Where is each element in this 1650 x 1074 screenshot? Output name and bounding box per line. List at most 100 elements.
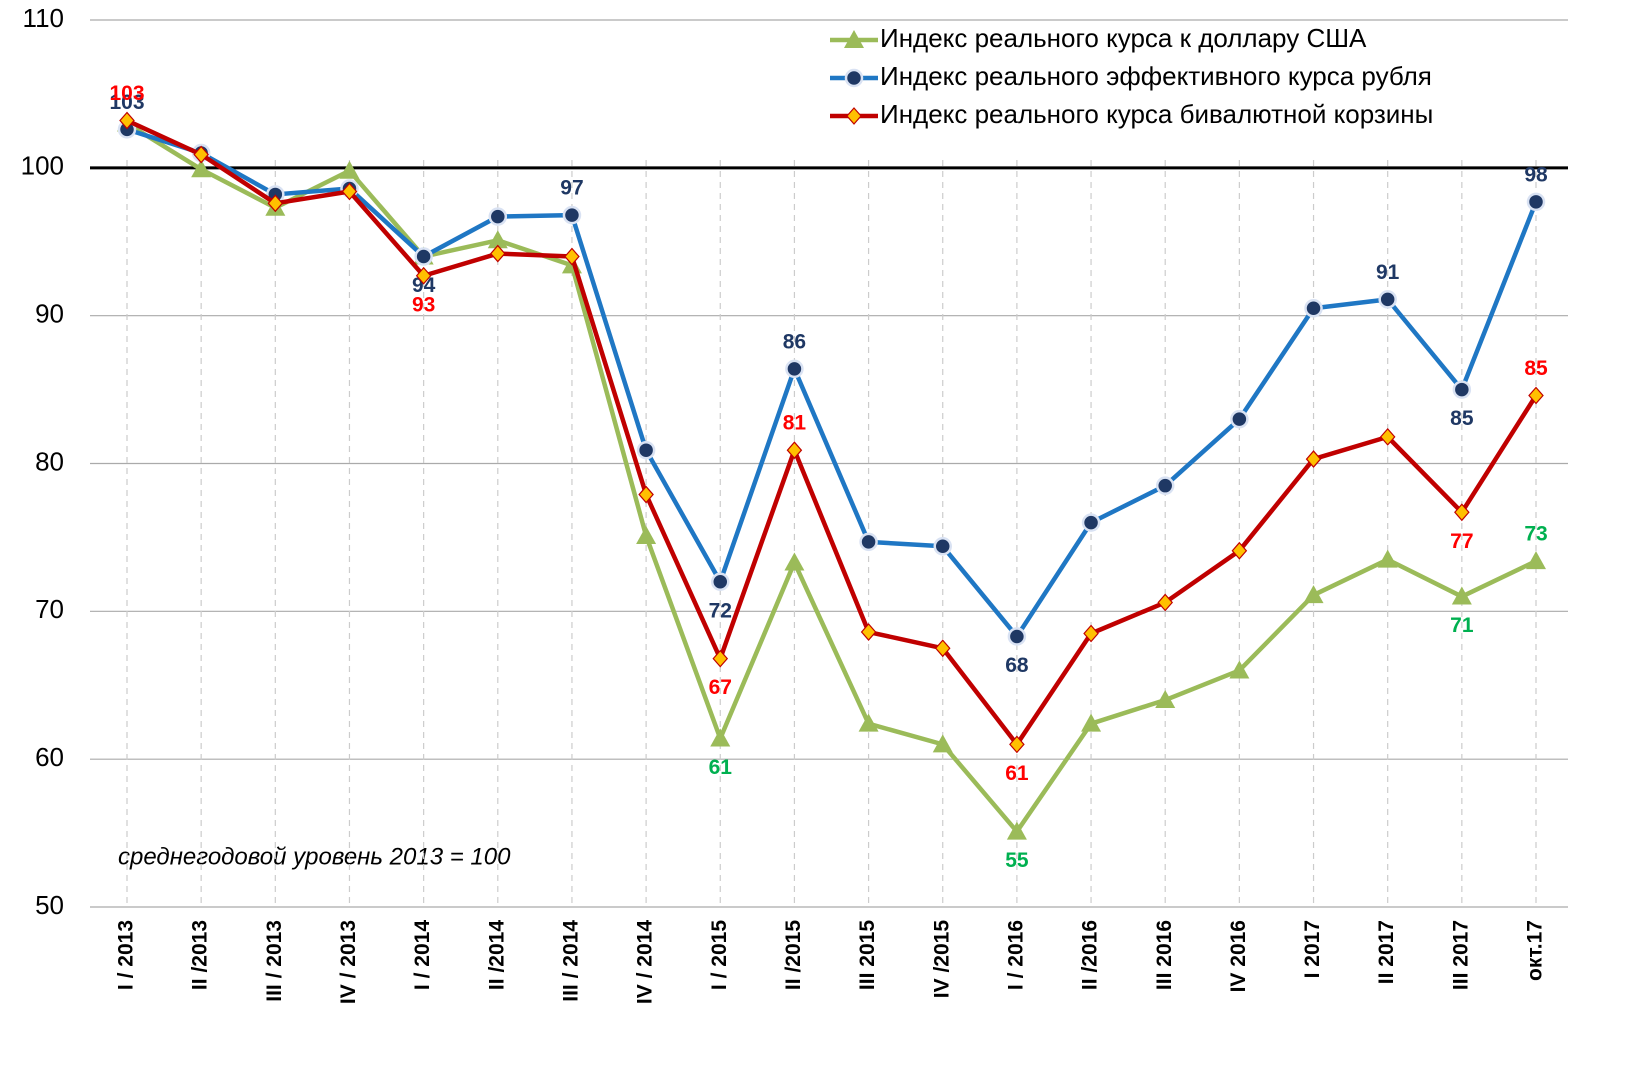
point <box>1378 290 1397 309</box>
point <box>1377 549 1398 568</box>
point <box>786 441 803 460</box>
x-tick-label: I / 2013 <box>115 920 138 990</box>
point <box>858 713 879 732</box>
point <box>1155 476 1175 495</box>
x-tick-label: II /2014 <box>485 920 508 990</box>
x-tick-label: I / 2014 <box>411 920 434 990</box>
point <box>710 728 731 747</box>
y-tick-label: 110 <box>23 3 64 33</box>
legend-marker <box>844 68 864 88</box>
x-tick-label: III 2015 <box>856 920 879 990</box>
point <box>489 244 506 263</box>
point <box>638 485 654 504</box>
data-label: 85 <box>1450 407 1474 430</box>
x-tick-label: IV / 2013 <box>337 920 360 1004</box>
point <box>193 145 209 164</box>
point <box>784 552 805 571</box>
point <box>934 639 951 658</box>
x-tick-label: III / 2014 <box>559 920 582 1002</box>
point <box>1230 409 1249 429</box>
x-tick-label: I 2017 <box>1301 920 1324 978</box>
data-label: 55 <box>1005 849 1029 872</box>
x-tick-label: IV 2016 <box>1227 920 1250 992</box>
y-tick-label: 60 <box>35 742 64 772</box>
point <box>1305 450 1322 468</box>
point <box>859 532 878 552</box>
x-tick-label: I / 2015 <box>708 920 731 990</box>
point <box>341 182 358 201</box>
y-tick-label: 50 <box>35 890 64 920</box>
legend-marker <box>846 107 862 125</box>
point <box>636 525 657 544</box>
point <box>711 572 730 592</box>
data-label: 77 <box>1450 530 1473 553</box>
y-tick-label: 70 <box>35 594 64 624</box>
data-label: 97 <box>560 177 583 200</box>
x-tick-label: окт.17 <box>1524 920 1547 981</box>
point <box>712 649 729 668</box>
legend-marker <box>844 30 864 48</box>
point <box>1157 593 1174 612</box>
point <box>1229 660 1250 679</box>
x-tick-label: III 2017 <box>1449 920 1472 990</box>
x-tick-label: I / 2016 <box>1004 920 1027 990</box>
point <box>1083 624 1099 643</box>
data-label: 91 <box>1376 261 1400 284</box>
point <box>414 247 433 266</box>
data-label: 71 <box>1450 614 1474 637</box>
point <box>860 623 877 641</box>
point <box>1526 551 1546 570</box>
point <box>1304 299 1323 318</box>
point <box>1081 713 1102 732</box>
legend-label: Индекс реального курса к доллару США <box>880 23 1367 53</box>
y-tick-label: 90 <box>35 299 64 329</box>
x-tick-label: IV / 2014 <box>634 920 657 1004</box>
point <box>191 159 212 178</box>
data-label: 94 <box>412 274 436 297</box>
point <box>564 247 580 266</box>
series-line <box>126 118 1538 747</box>
data-label: 93 <box>412 293 435 316</box>
series-line <box>125 121 1537 834</box>
data-label: 103 <box>109 91 144 114</box>
point <box>488 207 508 226</box>
legend-label: Индекс реального курса бивалютной корзин… <box>880 99 1433 129</box>
point <box>1451 586 1472 605</box>
y-tick-label: 100 <box>21 151 64 181</box>
point <box>636 440 656 460</box>
legend-label: Индекс реального эффективного курса рубл… <box>880 61 1432 91</box>
data-label: 72 <box>709 599 732 622</box>
point <box>1009 735 1025 754</box>
data-label: 73 <box>1524 523 1547 546</box>
y-tick-label: 80 <box>35 446 64 476</box>
point <box>562 205 582 225</box>
data-label: 103 <box>109 82 144 105</box>
data-label: 61 <box>1005 762 1029 785</box>
point <box>267 194 284 213</box>
point <box>1452 380 1472 399</box>
x-tick-label: II /2016 <box>1079 920 1102 990</box>
annotation: среднегодовой уровень 2013 = 100 <box>118 843 511 870</box>
point <box>1303 585 1324 604</box>
point <box>1231 541 1248 560</box>
point <box>933 537 952 556</box>
series-line <box>126 127 1539 639</box>
x-tick-label: IV /2015 <box>930 920 953 999</box>
point <box>1081 513 1101 532</box>
point <box>119 111 135 130</box>
point <box>1379 427 1396 446</box>
x-tick-label: II 2017 <box>1375 920 1398 984</box>
point <box>932 734 953 753</box>
point <box>339 160 360 179</box>
x-tick-label: III 2016 <box>1153 920 1176 990</box>
point <box>1528 386 1544 405</box>
x-tick-label: II /2013 <box>189 920 212 990</box>
x-tick-label: III / 2013 <box>263 920 286 1002</box>
data-label: 68 <box>1005 654 1029 677</box>
x-tick-label: II /2015 <box>782 920 805 990</box>
point <box>1454 503 1470 522</box>
data-label: 98 <box>1524 163 1548 186</box>
data-label: 61 <box>709 756 733 779</box>
data-label: 85 <box>1524 357 1548 380</box>
